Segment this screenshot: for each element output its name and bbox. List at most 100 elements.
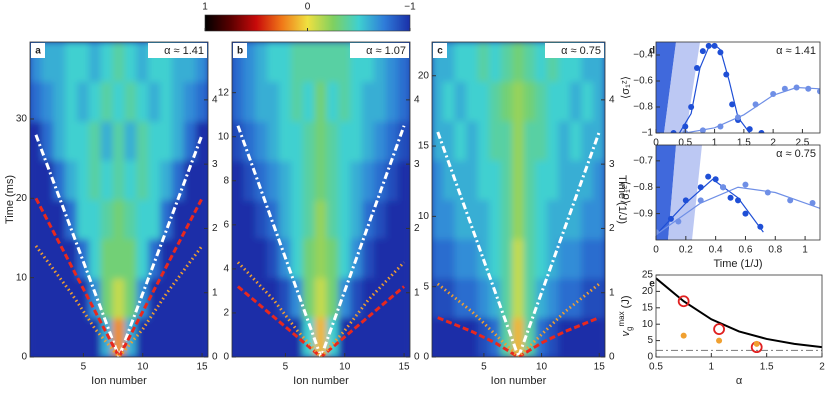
heatmap-cell xyxy=(592,80,605,122)
heatmap-cell xyxy=(53,81,67,122)
heatmap-cell xyxy=(160,278,173,319)
heatmap-cell xyxy=(592,277,605,319)
heatmap-cell xyxy=(290,237,304,279)
heatmap-cell xyxy=(112,81,126,122)
heatmap-cell xyxy=(592,317,605,357)
heatmap-cell xyxy=(326,237,340,279)
heatmap-cell xyxy=(53,238,67,279)
heatmap-cell xyxy=(302,81,316,122)
y-tick-label: 25 xyxy=(642,270,654,281)
heatmap-cell xyxy=(278,120,292,162)
heatmap-cell xyxy=(558,159,571,200)
heatmap-cell xyxy=(290,42,304,83)
x-tick-label: 2.5 xyxy=(795,138,809,149)
heatmap-cell xyxy=(477,238,491,279)
heatmap-cell xyxy=(326,42,340,83)
heatmap-cell xyxy=(195,120,208,161)
heatmap-cell xyxy=(489,159,502,200)
heatmap-cell xyxy=(326,120,340,162)
cone-line xyxy=(236,125,406,357)
heatmap-cell xyxy=(195,198,208,240)
heatmap-cell xyxy=(558,120,571,161)
heatmap-cell xyxy=(136,198,150,240)
x-tick-label: 0.5 xyxy=(678,138,692,149)
y-axis-label: ⟨σ₁ᶻ⟩ xyxy=(620,76,632,99)
heatmap-cell xyxy=(267,277,280,318)
point xyxy=(787,197,794,204)
heatmap-cells xyxy=(432,42,605,357)
heatmap-cell xyxy=(523,199,537,240)
heatmap-cell xyxy=(88,120,102,161)
heatmap-cell xyxy=(512,80,525,122)
heatmap-cell xyxy=(569,120,583,161)
y-axis-label-part: max xyxy=(617,311,626,326)
heatmap-cell xyxy=(30,316,43,357)
heatmap-cell xyxy=(255,42,269,83)
heatmap xyxy=(432,42,605,357)
heatmap-cell xyxy=(350,120,364,162)
cone-line xyxy=(236,285,406,357)
heatmap-cell xyxy=(243,198,257,239)
x-tick-label: 10 xyxy=(536,362,548,373)
heatmap-cell xyxy=(160,120,173,161)
y2-tick-label: 3 xyxy=(609,159,615,170)
plot-area xyxy=(656,277,822,354)
heatmap-cell xyxy=(76,316,90,357)
heatmap-cell xyxy=(362,120,375,162)
heatmap-cell xyxy=(432,80,445,122)
heatmap-cell xyxy=(454,120,468,161)
heatmap-cell xyxy=(535,159,548,200)
heatmap-cell xyxy=(112,42,126,83)
heatmap-cell xyxy=(267,316,280,357)
x-tick-label: 1 xyxy=(712,138,718,149)
heatmap-cell xyxy=(160,81,173,122)
heatmap-cell xyxy=(397,237,410,279)
y2-tick-label: 0 xyxy=(414,352,420,363)
heatmap-cell xyxy=(500,277,514,319)
heatmap-cell xyxy=(76,238,90,279)
heatmap-cell xyxy=(65,278,78,319)
heatmap-cell xyxy=(88,278,102,319)
point xyxy=(667,215,674,222)
heatmap-cell xyxy=(489,238,502,279)
annotation: α ≈ 0.75 xyxy=(561,45,601,57)
heatmap-cell xyxy=(255,198,269,239)
heatmap-cell xyxy=(350,198,364,239)
frame xyxy=(655,41,821,134)
heatmap-cell xyxy=(65,238,78,279)
heatmap-cell xyxy=(546,238,560,279)
heatmap-cell xyxy=(432,238,445,279)
heatmap-cell xyxy=(232,316,245,357)
heatmap-cell xyxy=(385,237,399,279)
heatmap-cell xyxy=(278,160,292,201)
point xyxy=(705,173,712,180)
heatmap-cell xyxy=(160,238,173,279)
heatmap-cell xyxy=(267,198,280,239)
heatmap-cell xyxy=(338,81,352,122)
y-tick-label: 10 xyxy=(16,272,28,283)
y2-tick-label: 2 xyxy=(212,223,218,234)
y2-tick-label: 0 xyxy=(609,352,615,363)
heatmap-cell xyxy=(512,42,525,82)
heatmap-cell xyxy=(362,81,375,122)
heatmap-cell xyxy=(454,277,468,319)
y-tick-label: 6 xyxy=(223,219,229,230)
panel-label: d xyxy=(649,46,655,57)
heatmap-cell xyxy=(477,80,491,122)
heatmap-cell xyxy=(466,199,479,240)
heatmap-cell xyxy=(195,238,208,279)
heatmap-cell xyxy=(124,159,138,201)
heatmap-cell xyxy=(302,277,316,318)
annotation-bg xyxy=(350,43,409,58)
point xyxy=(688,104,695,110)
point xyxy=(656,229,659,236)
heatmap-cell xyxy=(581,120,594,161)
heatmap-cell xyxy=(124,42,138,83)
heatmap-cell xyxy=(314,160,328,201)
x-tick-label: 1.5 xyxy=(760,362,774,373)
heatmap-cell xyxy=(512,159,525,200)
x-tick-label: 10 xyxy=(339,362,351,373)
point xyxy=(675,218,682,225)
heatmap-cell xyxy=(136,238,150,279)
